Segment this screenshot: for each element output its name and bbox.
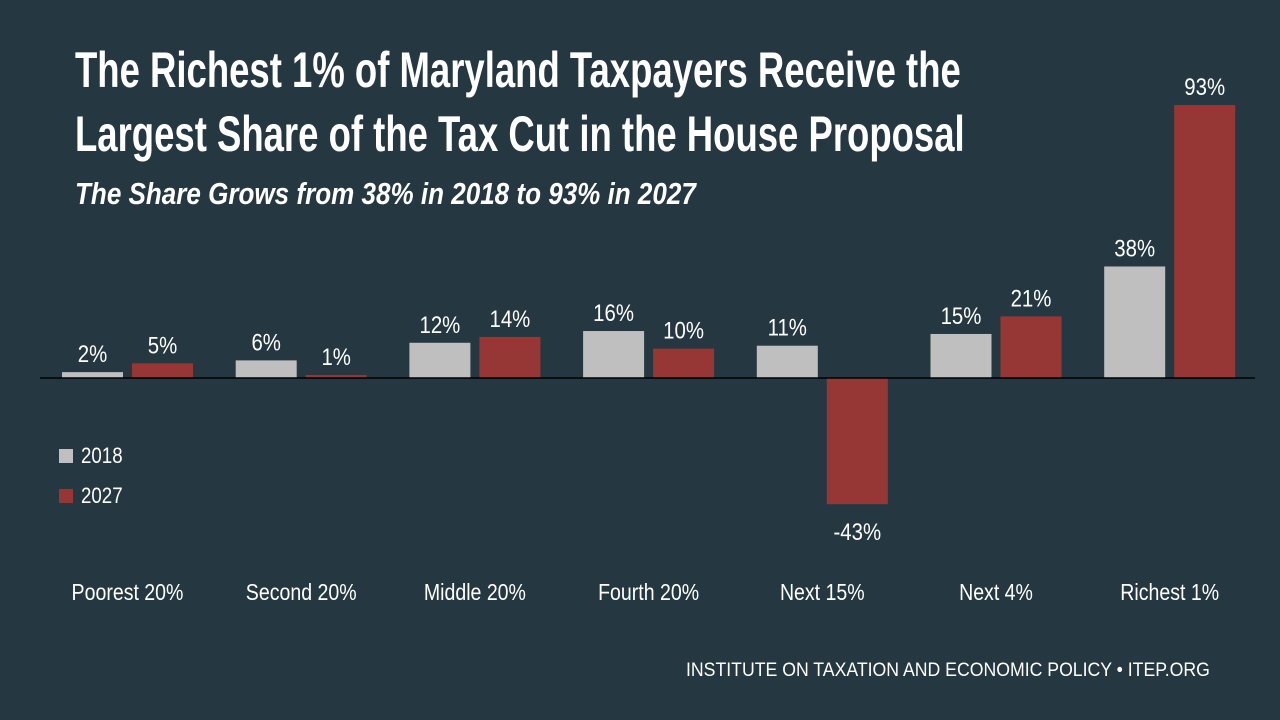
legend-swatch-2018	[59, 449, 73, 463]
data-label-2027-0: 5%	[148, 332, 177, 359]
data-label-2027-2: 14%	[489, 305, 530, 332]
data-label-2027-1: 1%	[321, 344, 350, 371]
category-label-5: Next 4%	[959, 580, 1033, 606]
category-label-4: Next 15%	[780, 580, 865, 606]
category-label-3: Fourth 20%	[598, 580, 699, 606]
data-label-2018-4: 11%	[768, 314, 807, 341]
chart-subtitle: The Share Grows from 38% in 2018 to 93% …	[75, 176, 696, 211]
bar-2027-0	[132, 363, 193, 378]
category-label-6: Richest 1%	[1120, 580, 1219, 606]
legend-item-2018: 2018	[59, 443, 130, 469]
bar-2018-4	[756, 345, 818, 378]
legend-swatch-2027	[59, 489, 73, 503]
title-line-1: The Richest 1% of Maryland Taxpayers Rec…	[75, 42, 961, 98]
category-label-2: Middle 20%	[424, 580, 526, 606]
bar-2027-1	[305, 375, 367, 378]
title-line-2: Largest Share of the Tax Cut in the Hous…	[75, 106, 965, 162]
data-label-2018-1: 6%	[251, 329, 280, 356]
data-label-2027-5: 21%	[1011, 285, 1052, 312]
data-label-2027-4: -43%	[833, 519, 881, 546]
bar-2018-0	[62, 372, 123, 378]
category-label-0: Poorest 20%	[72, 580, 184, 606]
data-label-2027-6: 93%	[1184, 73, 1225, 100]
data-label-2018-2: 12%	[419, 311, 460, 338]
data-label-2018-0: 2%	[78, 341, 107, 368]
category-label-1: Second 20%	[246, 580, 357, 606]
bar-2027-6	[1174, 105, 1236, 379]
legend-label-2027: 2027	[81, 483, 123, 508]
bar-2018-6	[1104, 266, 1166, 378]
chart-title: The Richest 1% of Maryland Taxpayers Rec…	[75, 38, 965, 166]
data-label-2018-5: 15%	[941, 302, 982, 329]
bar-2018-1	[235, 360, 297, 378]
bar-2027-3	[653, 348, 715, 378]
bar-2027-2	[479, 336, 541, 378]
bar-2018-3	[583, 331, 645, 378]
legend-item-2027: 2027	[59, 483, 130, 509]
legend-label-2018: 2018	[81, 443, 123, 468]
data-label-2018-6: 38%	[1114, 235, 1155, 262]
bar-2027-5	[1000, 316, 1062, 378]
footer-credit: INSTITUTE ON TAXATION AND ECONOMIC POLIC…	[686, 660, 1210, 681]
data-label-2018-3: 16%	[593, 299, 634, 326]
bar-2018-5	[930, 333, 992, 378]
bar-2027-4	[826, 378, 888, 505]
bar-2018-2	[409, 342, 471, 378]
data-label-2027-3: 10%	[663, 317, 704, 344]
